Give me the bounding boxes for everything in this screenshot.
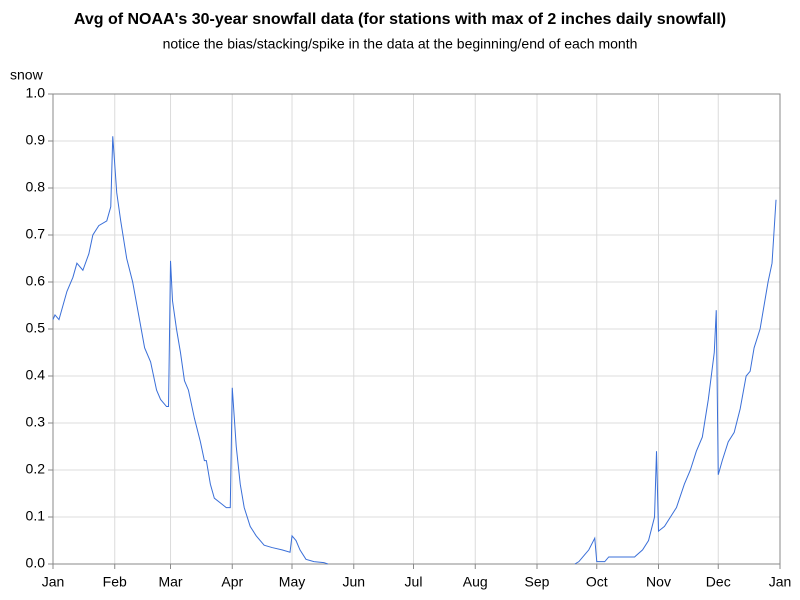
x-tick-label: Nov (646, 574, 671, 590)
chart-title: Avg of NOAA's 30-year snowfall data (for… (74, 11, 726, 28)
y-tick-label: 0.1 (26, 508, 46, 524)
y-tick-label: 0.5 (26, 320, 46, 336)
y-tick-label: 0.8 (26, 179, 46, 195)
y-tick-label: 0.7 (26, 226, 46, 242)
x-tick-label: Sep (525, 574, 550, 590)
y-axis-label: snow (10, 67, 44, 83)
data-line (52, 136, 777, 565)
y-tick-label: 0.3 (26, 414, 46, 430)
x-tick-label: Jan (42, 574, 65, 590)
x-tick-label: Oct (586, 574, 608, 590)
x-tick-label: Jun (342, 574, 365, 590)
y-tick-label: 0.4 (26, 367, 46, 383)
x-tick-label: Jul (405, 574, 423, 590)
y-tick-label: 0.0 (26, 555, 46, 571)
y-tick-label: 0.6 (26, 273, 46, 289)
y-tick-label: 0.2 (26, 461, 46, 477)
x-tick-label: Dec (706, 574, 731, 590)
x-tick-label: Feb (103, 574, 127, 590)
x-tick-label: May (279, 574, 305, 590)
chart-subtitle: notice the bias/stacking/spike in the da… (163, 36, 638, 52)
plot-frame (52, 93, 781, 565)
x-tick-label: Apr (221, 574, 243, 590)
y-tick-label: 1.0 (26, 85, 46, 101)
x-tick-label: Jan (769, 574, 792, 590)
y-tick-label: 0.9 (26, 132, 46, 148)
x-tick-label: Mar (158, 574, 182, 590)
x-tick-label: Aug (463, 574, 488, 590)
